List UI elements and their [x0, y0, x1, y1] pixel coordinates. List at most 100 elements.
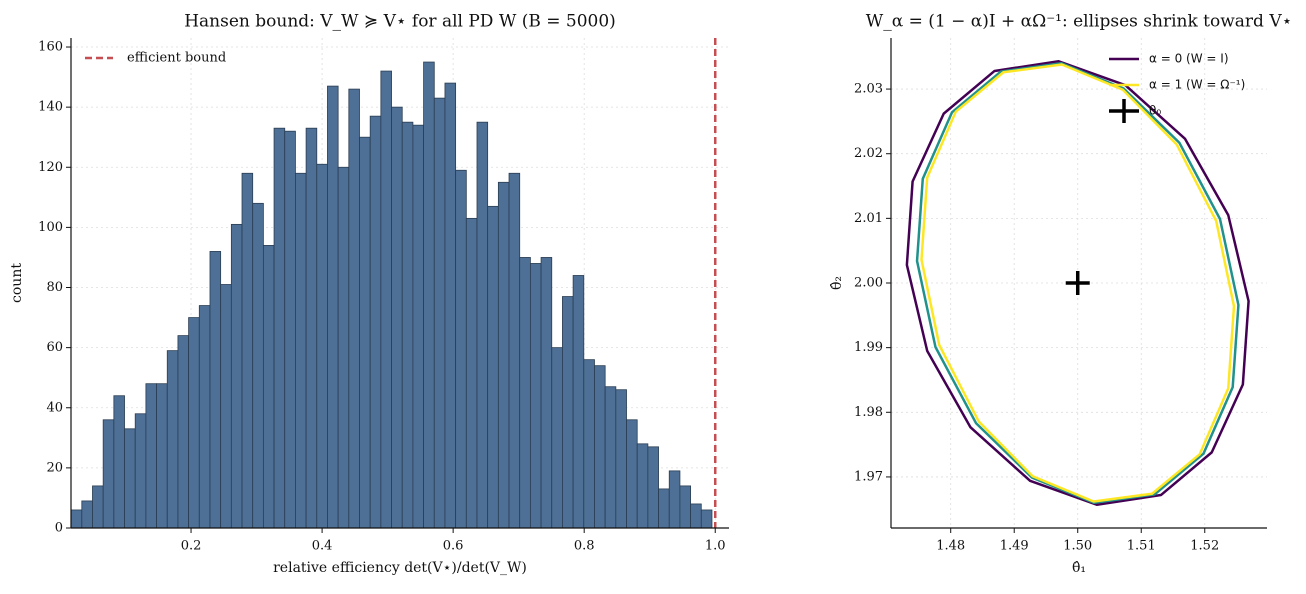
bar — [230, 223, 243, 529]
bar — [658, 488, 670, 529]
bar — [262, 245, 275, 529]
y-tick-label: 2.01 — [854, 211, 883, 226]
y-tick-label: 140 — [38, 100, 63, 115]
bar — [465, 217, 478, 529]
bar — [134, 413, 147, 529]
bar — [113, 395, 125, 529]
bar — [615, 389, 627, 529]
bar — [636, 443, 649, 529]
x-tick-label: 1.51 — [1127, 539, 1156, 554]
bar — [690, 503, 702, 529]
bar — [444, 82, 457, 529]
bar — [166, 350, 179, 529]
bar — [508, 172, 521, 529]
bar — [391, 106, 403, 529]
bar — [273, 127, 286, 529]
bar — [252, 202, 264, 529]
y-tick-label: 40 — [46, 400, 63, 415]
x-tick-label: 0.6 — [443, 539, 464, 554]
legend-label: α = 0 (W = I) — [1149, 52, 1229, 66]
legend-swatch — [1109, 99, 1139, 123]
bar — [241, 172, 254, 529]
bar — [412, 124, 424, 529]
bar — [124, 428, 136, 529]
bar — [668, 470, 681, 529]
x-tick-label: 1.0 — [705, 539, 726, 554]
y-axis-label: count — [9, 263, 25, 303]
bar — [604, 386, 617, 529]
bar — [188, 317, 200, 529]
bar — [626, 419, 638, 529]
y-tick-label: 120 — [38, 160, 63, 175]
bar — [156, 383, 168, 529]
legend-label: α = 1 (W = Ω⁻¹) — [1149, 78, 1245, 92]
bar — [81, 500, 93, 529]
ellipse-line — [920, 63, 1236, 503]
bar — [284, 130, 296, 529]
y-tick-label: 60 — [46, 340, 63, 355]
x-tick-label: 0.4 — [312, 539, 333, 554]
bar — [572, 275, 585, 529]
chart-title: Hansen bound: V_W ≽ V⋆ for all PD W (B =… — [184, 12, 616, 32]
bar — [594, 365, 606, 529]
bar — [423, 61, 435, 529]
bar — [198, 305, 211, 529]
bar — [359, 136, 371, 529]
y-tick-label: 0 — [55, 521, 63, 536]
bar — [145, 383, 157, 529]
y-tick-label: 100 — [38, 220, 63, 235]
bar — [295, 172, 307, 529]
bar — [220, 284, 232, 529]
y-tick-label: 2.02 — [854, 146, 883, 161]
bar — [519, 257, 531, 529]
y-tick-label: 1.99 — [854, 340, 883, 355]
ellipse-line — [905, 60, 1250, 506]
bar — [70, 509, 83, 529]
bar — [487, 205, 499, 529]
bar — [679, 485, 692, 529]
bar — [327, 85, 339, 529]
bar — [551, 347, 563, 529]
bar — [305, 127, 318, 529]
y-tick-label: 2.00 — [854, 276, 883, 291]
y-tick-label: 1.98 — [854, 405, 883, 420]
legend-label: θ₀ — [1149, 104, 1161, 118]
bar — [337, 166, 350, 529]
bar — [369, 115, 382, 529]
bar — [583, 359, 595, 529]
bar — [433, 97, 446, 529]
bar — [380, 70, 392, 529]
bar — [540, 257, 553, 529]
marker — [1065, 271, 1090, 295]
ellipse-line — [915, 61, 1240, 505]
bar — [401, 121, 414, 529]
y-tick-label: 2.03 — [854, 82, 883, 97]
y-axis-label: θ̂₂ — [829, 276, 845, 290]
bar — [562, 296, 574, 529]
y-tick-label: 80 — [46, 280, 63, 295]
x-tick-label: 1.50 — [1063, 539, 1092, 554]
bar — [177, 335, 190, 529]
bar — [476, 121, 489, 529]
y-tick-label: 160 — [38, 40, 63, 55]
bar — [497, 181, 510, 529]
bar — [209, 251, 222, 529]
bar — [647, 446, 659, 529]
bar — [102, 419, 115, 529]
bar — [316, 163, 328, 529]
x-tick-label: 0.8 — [574, 539, 595, 554]
x-axis-label: θ̂₁ — [1072, 560, 1086, 576]
bar — [700, 509, 713, 529]
bar — [529, 263, 542, 529]
legend-label: efficient bound — [127, 51, 226, 66]
x-tick-label: 1.49 — [1000, 539, 1029, 554]
y-tick-label: 20 — [46, 460, 63, 475]
bar — [92, 485, 104, 529]
chart-title: W_α = (1 − α)I + αΩ⁻¹: ellipses shrink t… — [866, 12, 1293, 32]
x-axis-label: relative efficiency det(V⋆)/det(V_W) — [273, 560, 527, 576]
x-tick-label: 1.52 — [1190, 539, 1219, 554]
x-tick-label: 1.48 — [936, 539, 965, 554]
bar — [455, 169, 467, 529]
